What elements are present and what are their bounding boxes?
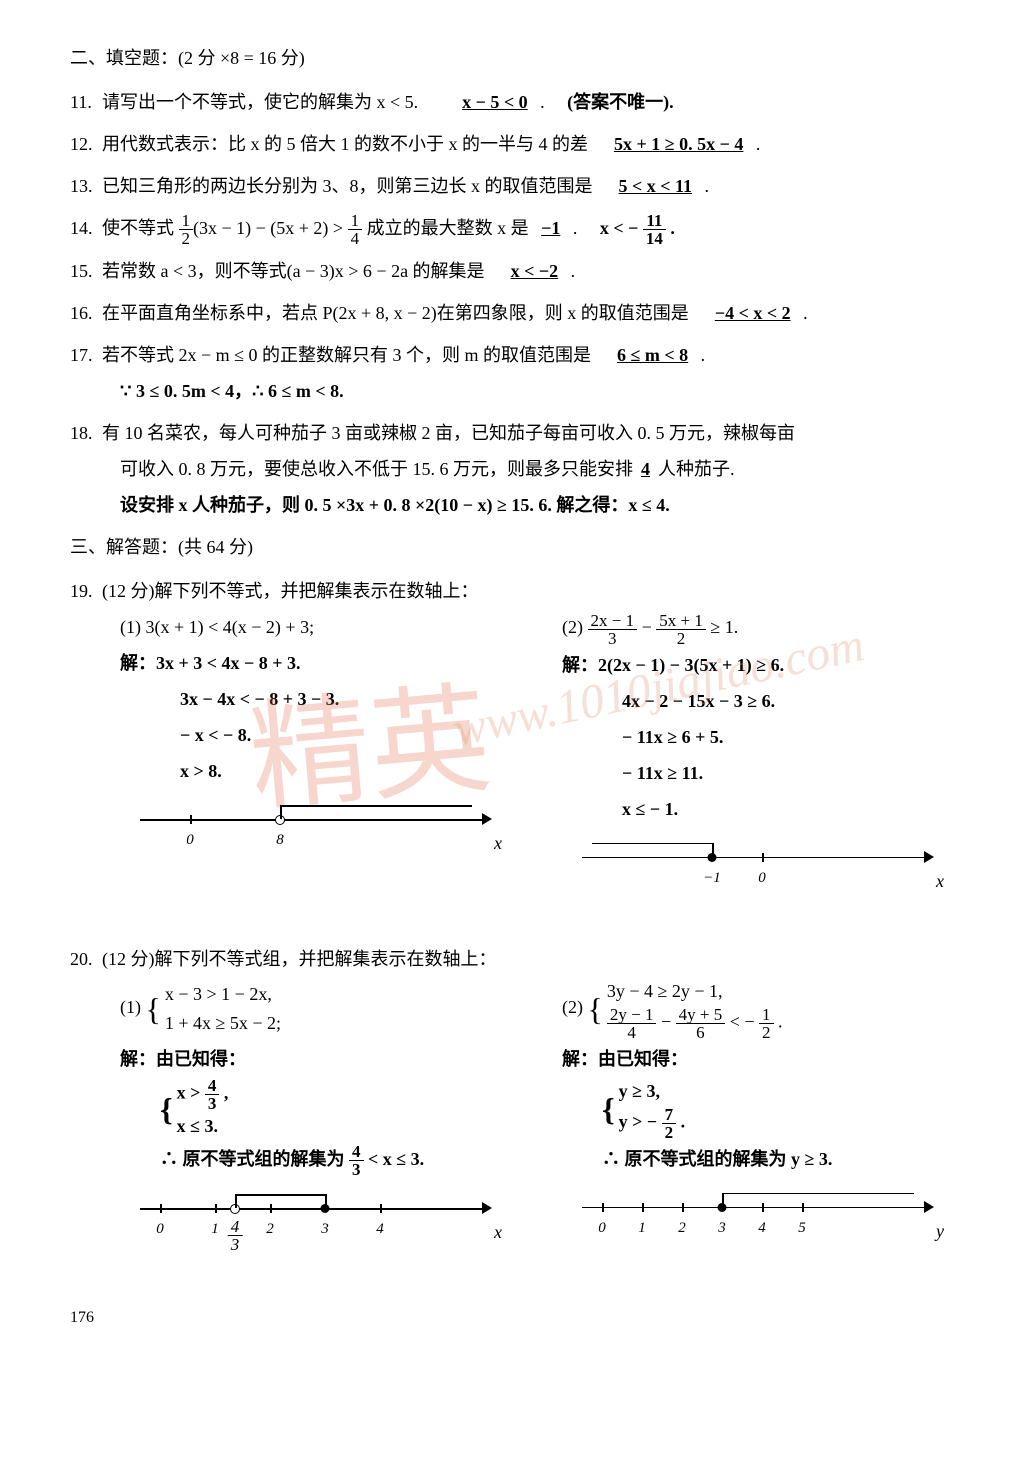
qnum: 15. [70,253,102,289]
conclusion: ∴ 原不等式组的解集为 43 < x ≤ 3. [160,1141,522,1178]
answer: 5 < x < 11 [611,176,701,196]
question-12: 12.用代数式表示：比 x 的 5 倍大 1 的数不小于 x 的一半与 4 的差… [70,126,964,162]
qnum: 16. [70,295,102,331]
sol-step: 4x − 2 − 15x − 3 ≥ 6. [622,683,964,719]
sol-step: 解：3x + 3 < 4x − 8 + 3. [120,645,522,681]
qtext: 在平面直角坐标系中，若点 P(2x + 8, x − 2)在第四象限，则 x 的… [102,303,689,323]
section-3-header: 三、解答题：(共 64 分) [70,529,964,565]
q19-part2: (2) 2x − 13 − 5x + 12 ≥ 1. 解：2(2x − 1) −… [562,609,964,890]
qtext: 成立的最大整数 x 是 [367,218,529,238]
page-number: 176 [70,1302,964,1334]
qnum: 17. [70,337,102,373]
question-16: 16.在平面直角坐标系中，若点 P(2x + 8, x − 2)在第四象限，则 … [70,295,964,331]
answer: −1 [533,218,568,238]
answer: 5x + 1 ≥ 0. 5x − 4 [606,134,751,154]
qtext: (3x − 1) − (5x + 2) > [193,218,343,238]
qtext: 用代数式表示：比 x 的 5 倍大 1 的数不小于 x 的一半与 4 的差 [102,134,588,154]
q20-part1: (1) {x − 3 > 1 − 2x,1 + 4x ≥ 5x − 2; 解：由… [120,977,522,1242]
question-19: 19.(12 分)解下列不等式，并把解集表示在数轴上： (1) 3(x + 1)… [70,573,964,890]
system: (1) {x − 3 > 1 − 2x,1 + 4x ≥ 5x − 2; [120,977,522,1041]
sol-step: 解：2(2x − 1) − 3(5x + 1) ≥ 6. [562,647,964,683]
qtext: 使不等式 [102,218,174,238]
solution: 设安排 x 人种茄子，则 0. 5 ×3x + 0. 8 ×2(10 − x) … [70,487,964,523]
note: (答案不唯一). [567,92,674,112]
page-container: { "sec2_header":"二、填空题：(2 分 ×8 = 16 分)",… [70,40,964,1334]
qnum: 19. [70,573,102,609]
qtext: 已知三角形的两边长分别为 3、8，则第三边长 x 的取值范围是 [102,176,593,196]
sol-step: x ≤ − 1. [622,791,964,827]
qnum: 11. [70,84,102,120]
number-line: 0 8 x [140,799,502,843]
question-18: 18.有 10 名菜农，每人可种茄子 3 亩或辣椒 2 亩，已知茄子每亩可收入 … [70,415,964,523]
qnum: 12. [70,126,102,162]
qnum: 20. [70,941,102,977]
section-2-header: 二、填空题：(2 分 ×8 = 16 分) [70,40,964,76]
sol-step: − x < − 8. [180,717,522,753]
qtext-cont: 可收入 0. 8 万元，要使总收入不低于 15. 6 万元，则最多只能安排4人种… [70,451,964,487]
frac: 14 [348,212,363,247]
question-11: 11.请写出一个不等式，使它的解集为 x < 5. x − 5 < 0 . (答… [70,84,964,120]
solution: ∵ 3 ≤ 0. 5m < 4，∴ 6 ≤ m < 8. [70,373,964,409]
sol-step: − 11x ≥ 6 + 5. [622,719,964,755]
number-line: 0 1 43 2 3 4 x [140,1188,502,1232]
q20-part2: (2) {3y − 4 ≥ 2y − 1,2y − 14 − 4y + 56 <… [562,977,964,1242]
answer: 4 [633,459,658,479]
equation: (1) 3(x + 1) < 4(x − 2) + 3; [120,609,522,645]
qtext: 请写出一个不等式，使它的解集为 x < 5. [102,92,418,112]
q19-part1: (1) 3(x + 1) < 4(x − 2) + 3; 解：3x + 3 < … [120,609,522,890]
sol-step: x > 8. [180,753,522,789]
question-13: 13.已知三角形的两边长分别为 3、8，则第三边长 x 的取值范围是 5 < x… [70,168,964,204]
question-20: 20.(12 分)解下列不等式组，并把解集表示在数轴上： (1) {x − 3 … [70,941,964,1242]
frac: 12 [179,212,194,247]
sol-system: {y ≥ 3,y > − 72 . [602,1077,964,1141]
sol-text: 解：由已知得： [120,1041,522,1077]
sol-step: − 11x ≥ 11. [622,755,964,791]
qnum: 18. [70,415,102,451]
answer: −4 < x < 2 [707,303,799,323]
qnum: 14. [70,210,102,246]
system: (2) {3y − 4 ≥ 2y − 1,2y − 14 − 4y + 56 <… [562,977,964,1041]
equation: (2) 2x − 13 − 5x + 12 ≥ 1. [562,609,964,646]
qtext: 有 10 名菜农，每人可种茄子 3 亩或辣椒 2 亩，已知茄子每亩可收入 0. … [102,423,795,443]
qtext: (12 分)解下列不等式组，并把解集表示在数轴上： [102,949,497,969]
sol-step: 3x − 4x < − 8 + 3 − 3. [180,681,522,717]
qtext: 若不等式 2x − m ≤ 0 的正整数解只有 3 个，则 m 的取值范围是 [102,345,591,365]
derivation: x < − 1114 . [600,218,675,238]
number-line: −1 0 x [582,837,944,881]
qtext: (12 分)解下列不等式，并把解集表示在数轴上： [102,581,479,601]
question-14: 14.使不等式 12(3x − 1) − (5x + 2) > 14 成立的最大… [70,210,964,247]
qtext: 若常数 a < 3，则不等式(a − 3)x > 6 − 2a 的解集是 [102,261,485,281]
conclusion: ∴ 原不等式组的解集为 y ≥ 3. [602,1141,964,1177]
answer: 6 ≤ m < 8 [609,345,696,365]
answer: x < −2 [503,261,567,281]
number-line: 0 1 2 3 4 5 y [582,1187,944,1231]
sol-text: 解：由已知得： [562,1041,964,1077]
qnum: 13. [70,168,102,204]
answer: x − 5 < 0 [454,92,536,112]
question-15: 15.若常数 a < 3，则不等式(a − 3)x > 6 − 2a 的解集是 … [70,253,964,289]
sol-system: {x > 43 ,x ≤ 3. [160,1077,522,1141]
question-17: 17.若不等式 2x − m ≤ 0 的正整数解只有 3 个，则 m 的取值范围… [70,337,964,409]
